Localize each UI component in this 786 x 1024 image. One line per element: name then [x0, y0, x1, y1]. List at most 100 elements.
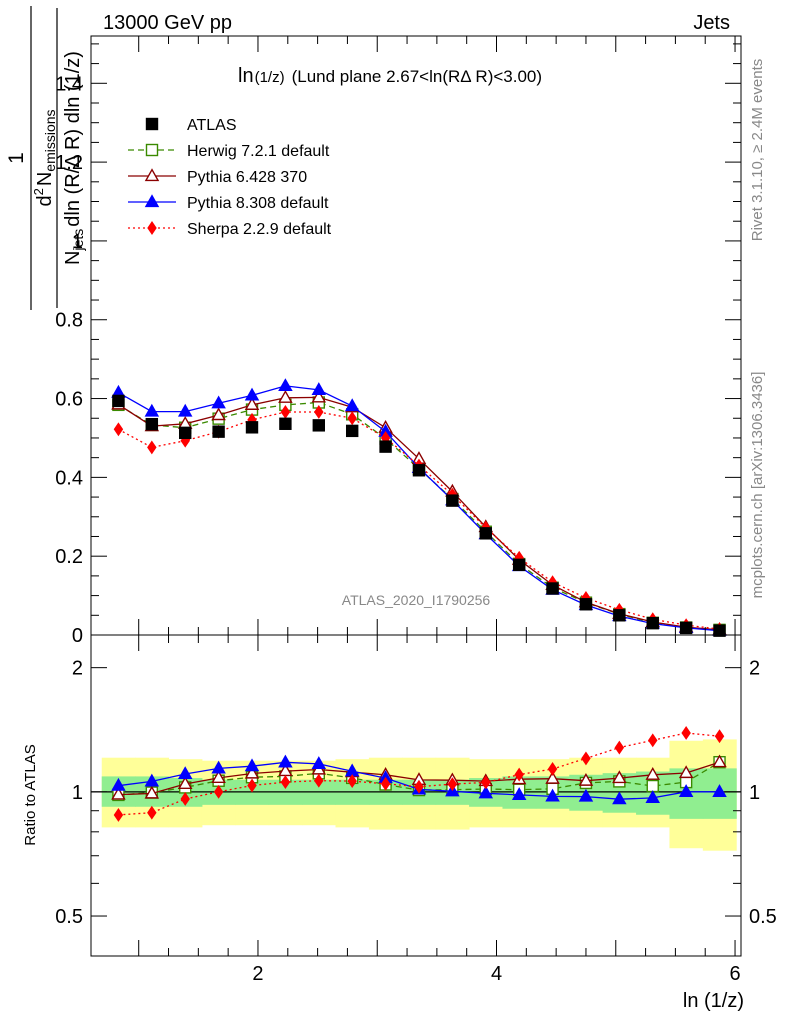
legend-label: Sherpa 2.2.9 default: [187, 221, 332, 238]
legend: ATLAS Herwig 7.2.1 default Pythia 6.428 37…: [128, 117, 332, 238]
ratio-point: [612, 770, 627, 784]
main-y-tick-label: 0.6: [55, 389, 83, 411]
ratio-point: [211, 760, 226, 774]
main-point: [278, 390, 293, 403]
main-point: [579, 598, 593, 611]
main-y-tick-label: 1.4: [55, 73, 83, 95]
ratio-point: [511, 787, 527, 801]
ratio-point: [645, 767, 660, 780]
ratio-point: [678, 765, 694, 779]
main-point: [646, 616, 659, 630]
main-point: [344, 398, 360, 412]
ratio-point: [211, 770, 226, 783]
ratio-point: [645, 790, 660, 803]
main-point: [345, 424, 359, 438]
ratio-panel: 0.5 0.5 1 1 2 2 2 4 6 Ratio to ATLAS ln (1/z): [22, 634, 777, 1012]
x-axis-label: ln (1/z): [683, 990, 744, 1012]
ratio-point: [648, 733, 658, 748]
main-point: [147, 440, 157, 455]
ratio-point: [147, 805, 157, 820]
main-point: [112, 394, 125, 408]
ratio-point: [414, 779, 424, 794]
main-point: [314, 405, 324, 419]
ratio-point: [612, 791, 627, 805]
ratio-series-sherpa-2-2-9-default: [113, 726, 725, 822]
main-point: [312, 419, 325, 432]
main-y-tick-label: 0.4: [55, 467, 83, 489]
header-process-label: Jets: [693, 12, 730, 34]
ratio-frame: [90, 634, 742, 957]
main-point: [613, 609, 626, 622]
ratio-point: [144, 773, 160, 787]
main-y-tick-label: 0: [72, 625, 83, 647]
ratio-y-tick-label-right: 2: [749, 658, 760, 680]
ratio-point: [714, 729, 725, 744]
legend-item-herwig-7-2-1-default: Herwig 7.2.1 default: [128, 143, 330, 160]
main-point: [211, 395, 226, 409]
legend-item-sherpa-2-2-9-default: Sherpa 2.2.9 default: [128, 221, 332, 238]
y-label-numerator: d2Nemissions: [31, 109, 58, 206]
ratio-point: [712, 754, 727, 768]
ratio-point: [244, 765, 260, 779]
ratio-point: [545, 788, 560, 802]
main-point: [379, 440, 392, 453]
ratio-point: [111, 786, 126, 800]
ratio-point: [614, 740, 625, 755]
main-x-ticks: [138, 36, 736, 635]
analysis-watermark: ATLAS_2020_I1790256: [342, 592, 491, 608]
main-point: [679, 621, 693, 635]
main-point: [144, 403, 160, 417]
ratio-point: [514, 767, 524, 782]
ratio-point: [447, 777, 458, 792]
ratio-plot-area: [91, 726, 741, 851]
header-energy-label: 13000 GeV pp: [103, 12, 232, 34]
legend-marker: [144, 168, 160, 182]
rivet-version-label: Rivet 3.1.10, ≥ 2.4M events: [749, 59, 766, 242]
legend-marker: [145, 143, 159, 157]
main-point: [113, 422, 124, 437]
ratio-point: [111, 777, 126, 791]
ratio-point: [280, 775, 291, 790]
main-point: [311, 389, 327, 403]
x-tick-label: 4: [491, 963, 502, 985]
main-y-tick-label: 1: [72, 231, 83, 253]
ratio-point: [244, 758, 260, 772]
main-plot-area: [111, 378, 727, 637]
ratio-point: [177, 766, 193, 780]
x-tick-label: 2: [252, 963, 263, 985]
main-point: [145, 417, 159, 431]
main-point: [347, 411, 357, 426]
legend-label: Pythia 8.308 default: [187, 195, 329, 212]
ratio-point: [213, 784, 224, 799]
main-point: [244, 397, 260, 410]
ratio-point: [314, 773, 324, 788]
legend-marker: [147, 221, 157, 235]
ratio-point: [646, 779, 659, 793]
ratio-point: [478, 785, 494, 799]
legend-label: Pythia 6.428 370: [187, 169, 307, 186]
ratio-y-axis: 0.5 0.5 1 1 2 2: [55, 658, 777, 957]
main-y-tick-label: 0.2: [55, 546, 83, 568]
ratio-y-axis-label: Ratio to ATLAS: [22, 744, 39, 845]
ratio-point: [347, 774, 357, 789]
ratio-point: [681, 726, 691, 740]
ratio-point: [278, 754, 293, 768]
ratio-point: [581, 751, 591, 766]
main-point: [546, 582, 559, 595]
legend-item-pythia-8-308-default: Pythia 8.308 default: [128, 194, 329, 212]
ratio-y-tick-label-left: 2: [72, 658, 83, 680]
ratio-point: [545, 770, 560, 784]
main-panel: 0 0.2 0.4 0.6 0.8 1 1.2 1.4 ln(1/z) (Lund plane …: [5, 6, 742, 647]
legend-item-pythia-6-428-370: Pythia 6.428 370: [128, 168, 307, 186]
plot-title: ln(1/z) (Lund plane 2.67<ln(RΔ R)<3.00): [238, 65, 542, 87]
mcplots-reference-label: mcplots.cern.ch [arXiv:1306.3436]: [749, 372, 766, 599]
ratio-point: [177, 776, 193, 790]
ratio-point: [311, 756, 327, 769]
main-point: [713, 624, 726, 637]
main-point: [179, 426, 192, 440]
main-y-tick-label: 1.2: [55, 152, 83, 174]
x-axis: 2 4 6: [138, 635, 741, 985]
ratio-y-tick-label-right: 0.5: [749, 906, 777, 928]
ratio-point: [481, 775, 491, 790]
